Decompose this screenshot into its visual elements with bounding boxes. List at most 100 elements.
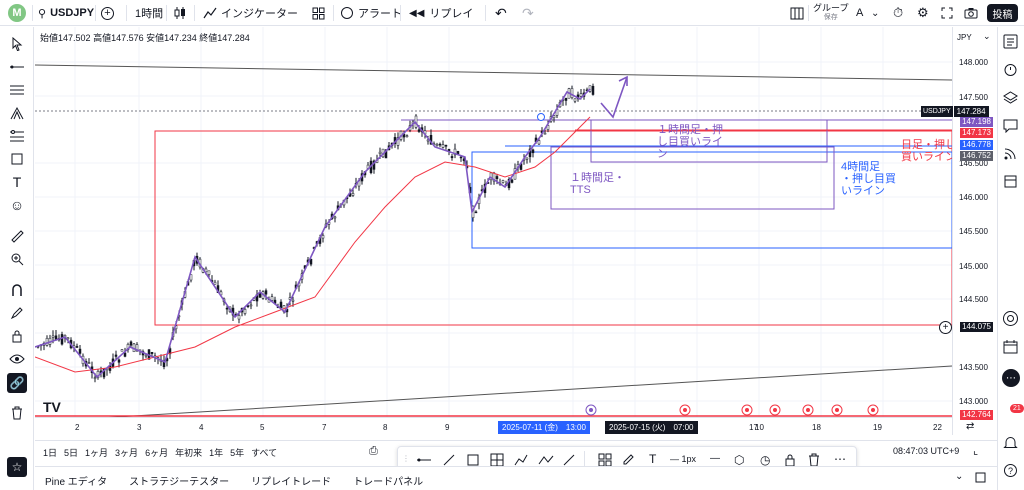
link-tool[interactable]: 🔗 <box>7 373 27 393</box>
candle-type-button[interactable] <box>173 0 187 26</box>
range-button[interactable]: 6ヶ月 <box>145 448 169 458</box>
go-to-date-button[interactable]: ⎙ <box>369 445 378 457</box>
annotation-h4-line3[interactable]: いライン <box>841 185 885 197</box>
alerts-panel-button[interactable] <box>1003 62 1018 80</box>
range-button[interactable]: 5年 <box>230 448 245 458</box>
annotation-h1-tts-line1[interactable]: １時間足・ <box>570 171 625 184</box>
panel-tab[interactable]: ストラテジーテスター <box>129 477 230 488</box>
user-avatar[interactable]: M <box>8 4 26 22</box>
replay-button[interactable]: ◀◀ リプレイ <box>409 0 473 26</box>
range-button[interactable]: 1年 <box>209 448 224 458</box>
lock-all-tool[interactable] <box>7 326 27 346</box>
range-button[interactable]: 年初来 <box>175 448 203 458</box>
line-style-button[interactable]: — <box>710 453 720 464</box>
fib-tool[interactable] <box>7 126 27 146</box>
settings-button[interactable]: ⚙ <box>917 0 929 26</box>
alert-button[interactable]: ◷ <box>760 453 770 467</box>
range-button[interactable]: すべて <box>251 448 278 458</box>
polyline-tool-button[interactable] <box>538 453 554 470</box>
trendline-tool-button[interactable] <box>442 453 456 470</box>
group-letter[interactable]: A <box>856 7 864 19</box>
annotation-h1-buy-line1[interactable]: １時間足・押 <box>657 122 723 136</box>
icon-tool[interactable]: ☺ <box>7 195 27 215</box>
text-tool[interactable]: T <box>7 172 27 192</box>
lock-draw-tool[interactable] <box>7 303 27 323</box>
magnet-tool[interactable] <box>7 280 27 300</box>
ray-tool-button[interactable] <box>562 453 576 470</box>
clock[interactable]: 08:47:03 UTC+9 <box>893 446 960 456</box>
shape-tool[interactable] <box>7 149 27 169</box>
annotation-h4-line2[interactable]: ・押し目買 <box>841 171 896 185</box>
compare-button[interactable]: + <box>101 0 114 26</box>
line-width-button[interactable]: — 1px <box>670 454 697 464</box>
redo-button[interactable]: ↷ <box>522 0 534 26</box>
drag-handle-icon[interactable]: ⋮ <box>402 454 410 463</box>
calendar-button[interactable] <box>1003 339 1018 357</box>
delete-tool[interactable] <box>7 403 27 423</box>
panel-tab[interactable]: Pine エディタ <box>45 477 108 488</box>
range-button[interactable]: 1ヶ月 <box>85 448 109 458</box>
daily-zone-rect[interactable] <box>154 130 952 326</box>
chevron-down-icon[interactable]: ⌄ <box>983 31 991 41</box>
price-scale[interactable]: JPY ⌄ 148.000 147.500 146.500 146.000 14… <box>921 27 996 435</box>
more-button[interactable]: ⋯ <box>834 452 846 466</box>
templates-button[interactable] <box>312 0 325 26</box>
anchor-point[interactable] <box>537 113 545 121</box>
alert-button[interactable]: アラート <box>341 0 402 26</box>
chevron-down-icon[interactable]: ⌄ <box>871 7 880 19</box>
group-save-button[interactable]: グループ 保存 <box>813 0 848 26</box>
data-window-button[interactable] <box>1003 174 1018 192</box>
resistance-trend-line[interactable] <box>35 64 952 81</box>
panel-tab[interactable]: リプレイトレード <box>251 477 332 488</box>
watchlist-button[interactable] <box>1003 34 1018 52</box>
ideas-button[interactable] <box>1003 146 1018 164</box>
target-button[interactable] <box>1002 310 1019 330</box>
currency-label[interactable]: JPY <box>957 33 972 42</box>
economic-events[interactable] <box>585 404 879 416</box>
zoom-tool[interactable] <box>7 249 27 269</box>
maximize-panel-button[interactable] <box>975 472 986 486</box>
price-chart[interactable]: TV １時間足・押 し目買いライ ン １時間足・ TTS 日足・押し <box>35 27 952 417</box>
annotation-daily-line2[interactable]: 買いライン <box>901 150 952 163</box>
annotation-h1-buy-line2[interactable]: し目買いライ <box>657 135 723 148</box>
object-tree-button[interactable]: ⏱ <box>893 0 903 26</box>
scale-settings-button[interactable]: ⇄ <box>966 421 975 432</box>
range-button[interactable]: 1日 <box>43 448 58 458</box>
time-scale[interactable]: 2 3 4 5 7 8 9 10 17 18 19 22 2025-07-11 … <box>35 417 952 435</box>
forecast-arrow[interactable] <box>600 76 628 119</box>
range-button[interactable]: 5日 <box>64 448 79 458</box>
chart-pane[interactable]: TV １時間足・押 し目買いライ ン １時間足・ TTS 日足・押し <box>35 27 952 435</box>
hotlists-button[interactable] <box>1003 90 1018 108</box>
panel-tab[interactable]: トレードパネル <box>353 477 424 488</box>
rect-tool-button[interactable] <box>466 453 480 470</box>
undo-button[interactable]: ↶ <box>495 0 507 26</box>
annotation-h1-tts-line2[interactable]: TTS <box>570 184 591 196</box>
templates-button[interactable] <box>598 453 612 470</box>
h4-zone-rect[interactable] <box>471 151 952 249</box>
support-trend-line[interactable] <box>35 365 952 417</box>
trend-line-tool[interactable] <box>7 57 27 77</box>
annotation-daily-line1[interactable]: 日足・押し <box>901 137 952 151</box>
annotation-h4-line1[interactable]: 4時間足 <box>841 160 880 173</box>
snapshot-button[interactable] <box>964 0 978 26</box>
chevron-down-icon[interactable]: ⌄ <box>955 471 964 482</box>
notifications-button[interactable] <box>1003 435 1018 453</box>
h1-tts-rect[interactable] <box>550 146 835 210</box>
path-tool-button[interactable] <box>514 453 528 470</box>
annotation-h1-buy-line3[interactable]: ン <box>657 148 668 160</box>
symbol-search-button[interactable]: ⚲ USDJPY <box>38 0 94 26</box>
add-alert-button[interactable]: + <box>939 321 952 334</box>
chat-button[interactable] <box>1003 118 1018 136</box>
pitchfork-tool[interactable] <box>7 103 27 123</box>
measure-tool[interactable] <box>7 226 27 246</box>
settings-split-button[interactable]: ⌞ <box>973 445 979 457</box>
publish-button[interactable]: 投稿 <box>987 4 1018 22</box>
line-tool-button[interactable] <box>416 453 432 470</box>
interval-button[interactable]: 1時間 <box>135 8 164 20</box>
layout-button[interactable] <box>790 0 804 26</box>
horizontal-lines-tool[interactable] <box>7 80 27 100</box>
indicators-button[interactable]: インジケーター <box>203 0 298 26</box>
range-button[interactable]: 3ヶ月 <box>115 448 139 458</box>
cursor-tool[interactable] <box>7 34 27 54</box>
more-widgets-button[interactable]: ⋯ <box>1002 369 1020 387</box>
